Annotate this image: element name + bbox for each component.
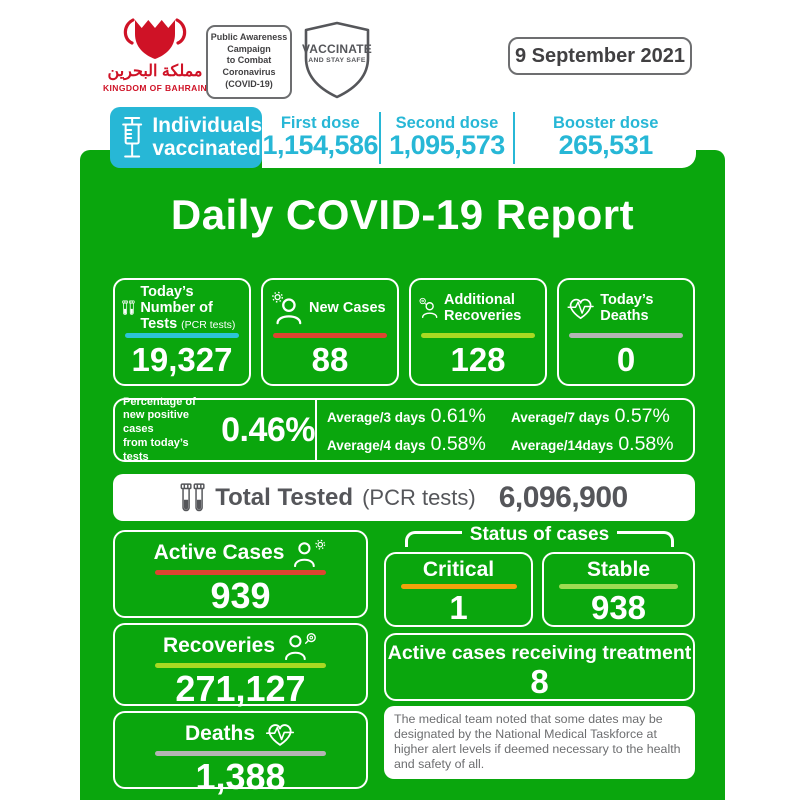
vaccinate-shield-badge: VACCINATE AND STAY SAFE [299, 20, 375, 100]
percentage-label: Percentage of new positive cases from to… [123, 395, 196, 463]
stat-value-new-cases: 88 [311, 340, 349, 378]
recoveries-value: 271,127 [175, 668, 306, 709]
status-of-cases-header: Status of cases [384, 524, 695, 547]
person-magnifier-icon [285, 632, 316, 660]
second-dose-value: 1,095,573 [389, 130, 505, 161]
stat-card-new-cases: New Cases 88 [261, 278, 399, 386]
stat-card-tests: Today’s Number of Tests (PCR tests) 19,3… [113, 278, 251, 386]
first-dose-value: 1,154,586 [262, 130, 379, 161]
bracket-left-icon [404, 531, 462, 547]
status-of-cases-label: Status of cases [469, 524, 610, 545]
campaign-box: Public Awareness Campaign to Combat Coro… [206, 25, 292, 99]
shield-icon [304, 21, 370, 99]
stat-label-new-cases: New Cases [309, 299, 386, 316]
kingdom-name-arabic: مملكة البحرين [107, 63, 203, 80]
first-dose-counter: First dose 1,154,586 [262, 112, 379, 164]
deaths-card: Deaths 1,388 [113, 711, 368, 796]
average-7-days: Average/7 days 0.57% [511, 404, 670, 427]
deaths-underline [155, 751, 326, 756]
kingdom-name-english: KINGDOM OF BAHRAIN [103, 83, 207, 93]
stat-label-tests: Today’s Number of Tests (PCR tests) [140, 283, 236, 333]
report-date: 9 September 2021 [508, 37, 692, 75]
active-cases-underline [155, 570, 326, 575]
shield-text-line2: AND STAY SAFE [308, 57, 366, 64]
stat-label-todays-deaths: Today’s Deaths [600, 291, 654, 324]
syringe-icon [122, 116, 143, 157]
total-tested-value: 6,096,900 [498, 480, 628, 514]
bracket-right-icon [617, 531, 675, 547]
average-3-days: Average/3 days 0.61% [327, 404, 486, 427]
critical-label: Critical [422, 558, 495, 581]
todays-percentage: Percentage of new positive cases from to… [115, 396, 317, 463]
dose-counters-strip: First dose 1,154,586 Second dose 1,095,5… [262, 107, 696, 168]
person-magnifier-icon [419, 297, 438, 319]
average-4-days: Average/4 days 0.58% [327, 432, 486, 455]
active-cases-value: 939 [210, 575, 271, 616]
treatment-value: 8 [530, 663, 549, 700]
stable-underline [558, 584, 679, 589]
stable-card: Stable 938 [542, 552, 695, 627]
recoveries-underline [155, 663, 326, 668]
deaths-label: Deaths [184, 722, 256, 745]
active-cases-card: Active Cases 939 [113, 530, 368, 618]
bahrain-coat-of-arms-icon [123, 17, 187, 59]
stat-underline-todays-deaths [568, 333, 684, 338]
recoveries-card: Recoveries 271,127 [113, 623, 368, 709]
deaths-value: 1,388 [195, 756, 286, 797]
critical-underline [400, 584, 517, 589]
stat-underline-additional-recoveries [420, 333, 536, 338]
person-virus-icon [272, 291, 302, 325]
stable-value: 938 [590, 589, 647, 626]
critical-value: 1 [449, 589, 468, 626]
first-dose-label: First dose [280, 114, 360, 133]
booster-dose-value: 265,531 [558, 130, 654, 161]
booster-dose-counter: Booster dose 265,531 [513, 111, 696, 164]
positive-percentage-box: Percentage of new positive cases from to… [113, 396, 695, 463]
person-virus-icon [294, 539, 326, 567]
percentage-value: 0.46% [221, 410, 315, 449]
daily-stats-row: Today’s Number of Tests (PCR tests) 19,3… [113, 278, 695, 386]
total-tested-bar: Total Tested (PCR tests) 6,096,900 [113, 474, 695, 521]
stable-label: Stable [586, 558, 651, 581]
second-dose-label: Second dose [395, 114, 499, 133]
test-tubes-dark-icon [180, 482, 205, 511]
stat-value-additional-recoveries: 128 [450, 340, 506, 378]
individuals-vaccinated-label: Individuals vaccinated [152, 113, 262, 160]
active-cases-label: Active Cases [153, 541, 285, 564]
average-14-days: Average/14days 0.58% [511, 432, 674, 455]
stat-underline-new-cases [272, 333, 388, 338]
stat-label-additional-recoveries: Additional Recoveries [443, 291, 522, 324]
averages-grid: Average/3 days 0.61% Average/7 days 0.57… [317, 400, 693, 460]
booster-dose-label: Booster dose [552, 114, 659, 133]
second-dose-counter: Second dose 1,095,573 [378, 111, 514, 164]
test-tubes-icon [122, 300, 135, 315]
heart-ecg-icon [567, 298, 594, 320]
treatment-label: Active cases receiving treatment [387, 642, 692, 664]
stat-underline-tests [124, 333, 240, 338]
stat-value-todays-deaths: 0 [616, 340, 636, 378]
stat-card-additional-recoveries: Additional Recoveries 128 [409, 278, 547, 386]
total-tested-sublabel: (PCR tests) [362, 484, 476, 510]
heart-ecg-icon [265, 724, 295, 746]
total-tested-label: Total Tested [215, 483, 354, 511]
individuals-vaccinated-box: Individuals vaccinated [110, 107, 262, 168]
page-title: Daily COVID-19 Report [170, 191, 635, 238]
medical-team-note: The medical team noted that some dates m… [384, 706, 695, 779]
bahrain-emblem-block: مملكة البحرين KINGDOM OF BAHRAIN [92, 12, 218, 93]
treatment-card: Active cases receiving treatment 8 [384, 633, 695, 701]
shield-text-line1: VACCINATE [301, 42, 373, 56]
stat-card-todays-deaths: Today’s Deaths 0 [557, 278, 695, 386]
critical-card: Critical 1 [384, 552, 533, 627]
stat-value-tests: 19,327 [131, 340, 233, 378]
recoveries-label: Recoveries [162, 634, 276, 657]
